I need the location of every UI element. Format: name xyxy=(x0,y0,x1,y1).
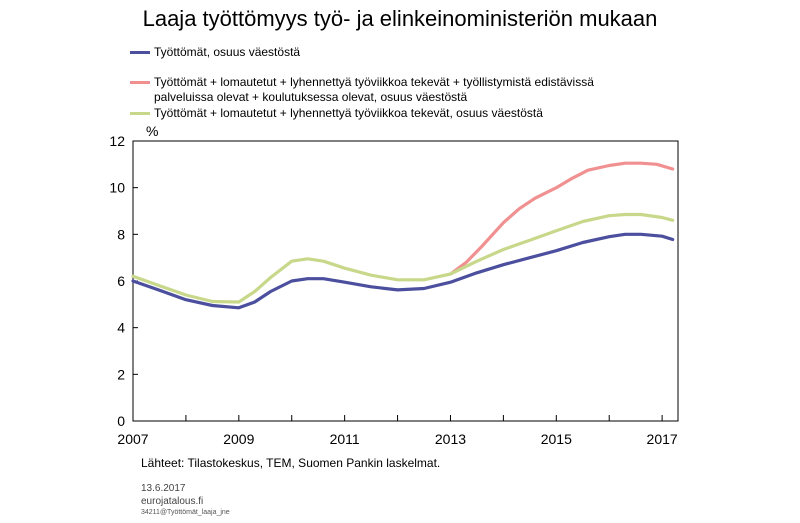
chart-title: Laaja työttömyys työ- ja elinkeinominist… xyxy=(142,6,658,31)
footer-date: 13.6.2017 xyxy=(141,483,186,494)
x-tick-label: 2017 xyxy=(647,431,678,447)
legend-swatch-tyottomat xyxy=(130,51,150,54)
y-tick-label: 4 xyxy=(117,320,125,336)
y-tick-label: 8 xyxy=(117,226,125,242)
footer-code: 34211@Työttömät_laaja_jne xyxy=(141,509,230,516)
series-line-0 xyxy=(131,232,675,310)
series-line-2 xyxy=(131,212,675,304)
y-tick-label: 6 xyxy=(117,273,125,289)
x-tick-label: 2011 xyxy=(330,431,360,447)
legend-label-lomautetut: Työttömät + lomautetut + lyhennettyä työ… xyxy=(154,106,543,120)
legend-label-tyottomat: Työttömät, osuus väestöstä xyxy=(154,45,301,59)
legend-item-lomautetut: Työttömät + lomautetut + lyhennettyä työ… xyxy=(130,106,624,121)
x-tick-label: 2009 xyxy=(223,431,254,447)
legend-swatch-lomautetut xyxy=(130,112,150,115)
line-chart: % 0 2 4 6 8 10 12 2007 2009 2011 2013 2015 2017 xyxy=(109,123,679,447)
source-note: Lähteet: Tilastokeskus, TEM, Suomen Pank… xyxy=(141,456,441,470)
x-tick-label: 2015 xyxy=(541,431,572,447)
y-tick-label: 10 xyxy=(109,180,125,196)
x-tick-label: 2007 xyxy=(117,431,148,447)
y-axis-unit: % xyxy=(146,123,158,139)
y-tick-label: 12 xyxy=(109,133,125,149)
footer-site: eurojatalous.fi xyxy=(141,496,204,507)
series-line-1 xyxy=(448,161,675,276)
legend-label-laajin: Työttömät + lomautetut + lyhennettyä työ… xyxy=(154,75,594,104)
legend-item-laajin: Työttömät + lomautetut + lyhennettyä työ… xyxy=(130,75,624,105)
y-tick-label: 0 xyxy=(117,413,125,429)
y-tick-label: 2 xyxy=(117,366,125,382)
legend-swatch-laajin xyxy=(130,81,150,84)
legend-item-tyottomat: Työttömät, osuus väestöstä xyxy=(130,45,624,60)
x-tick-label: 2013 xyxy=(435,431,466,447)
